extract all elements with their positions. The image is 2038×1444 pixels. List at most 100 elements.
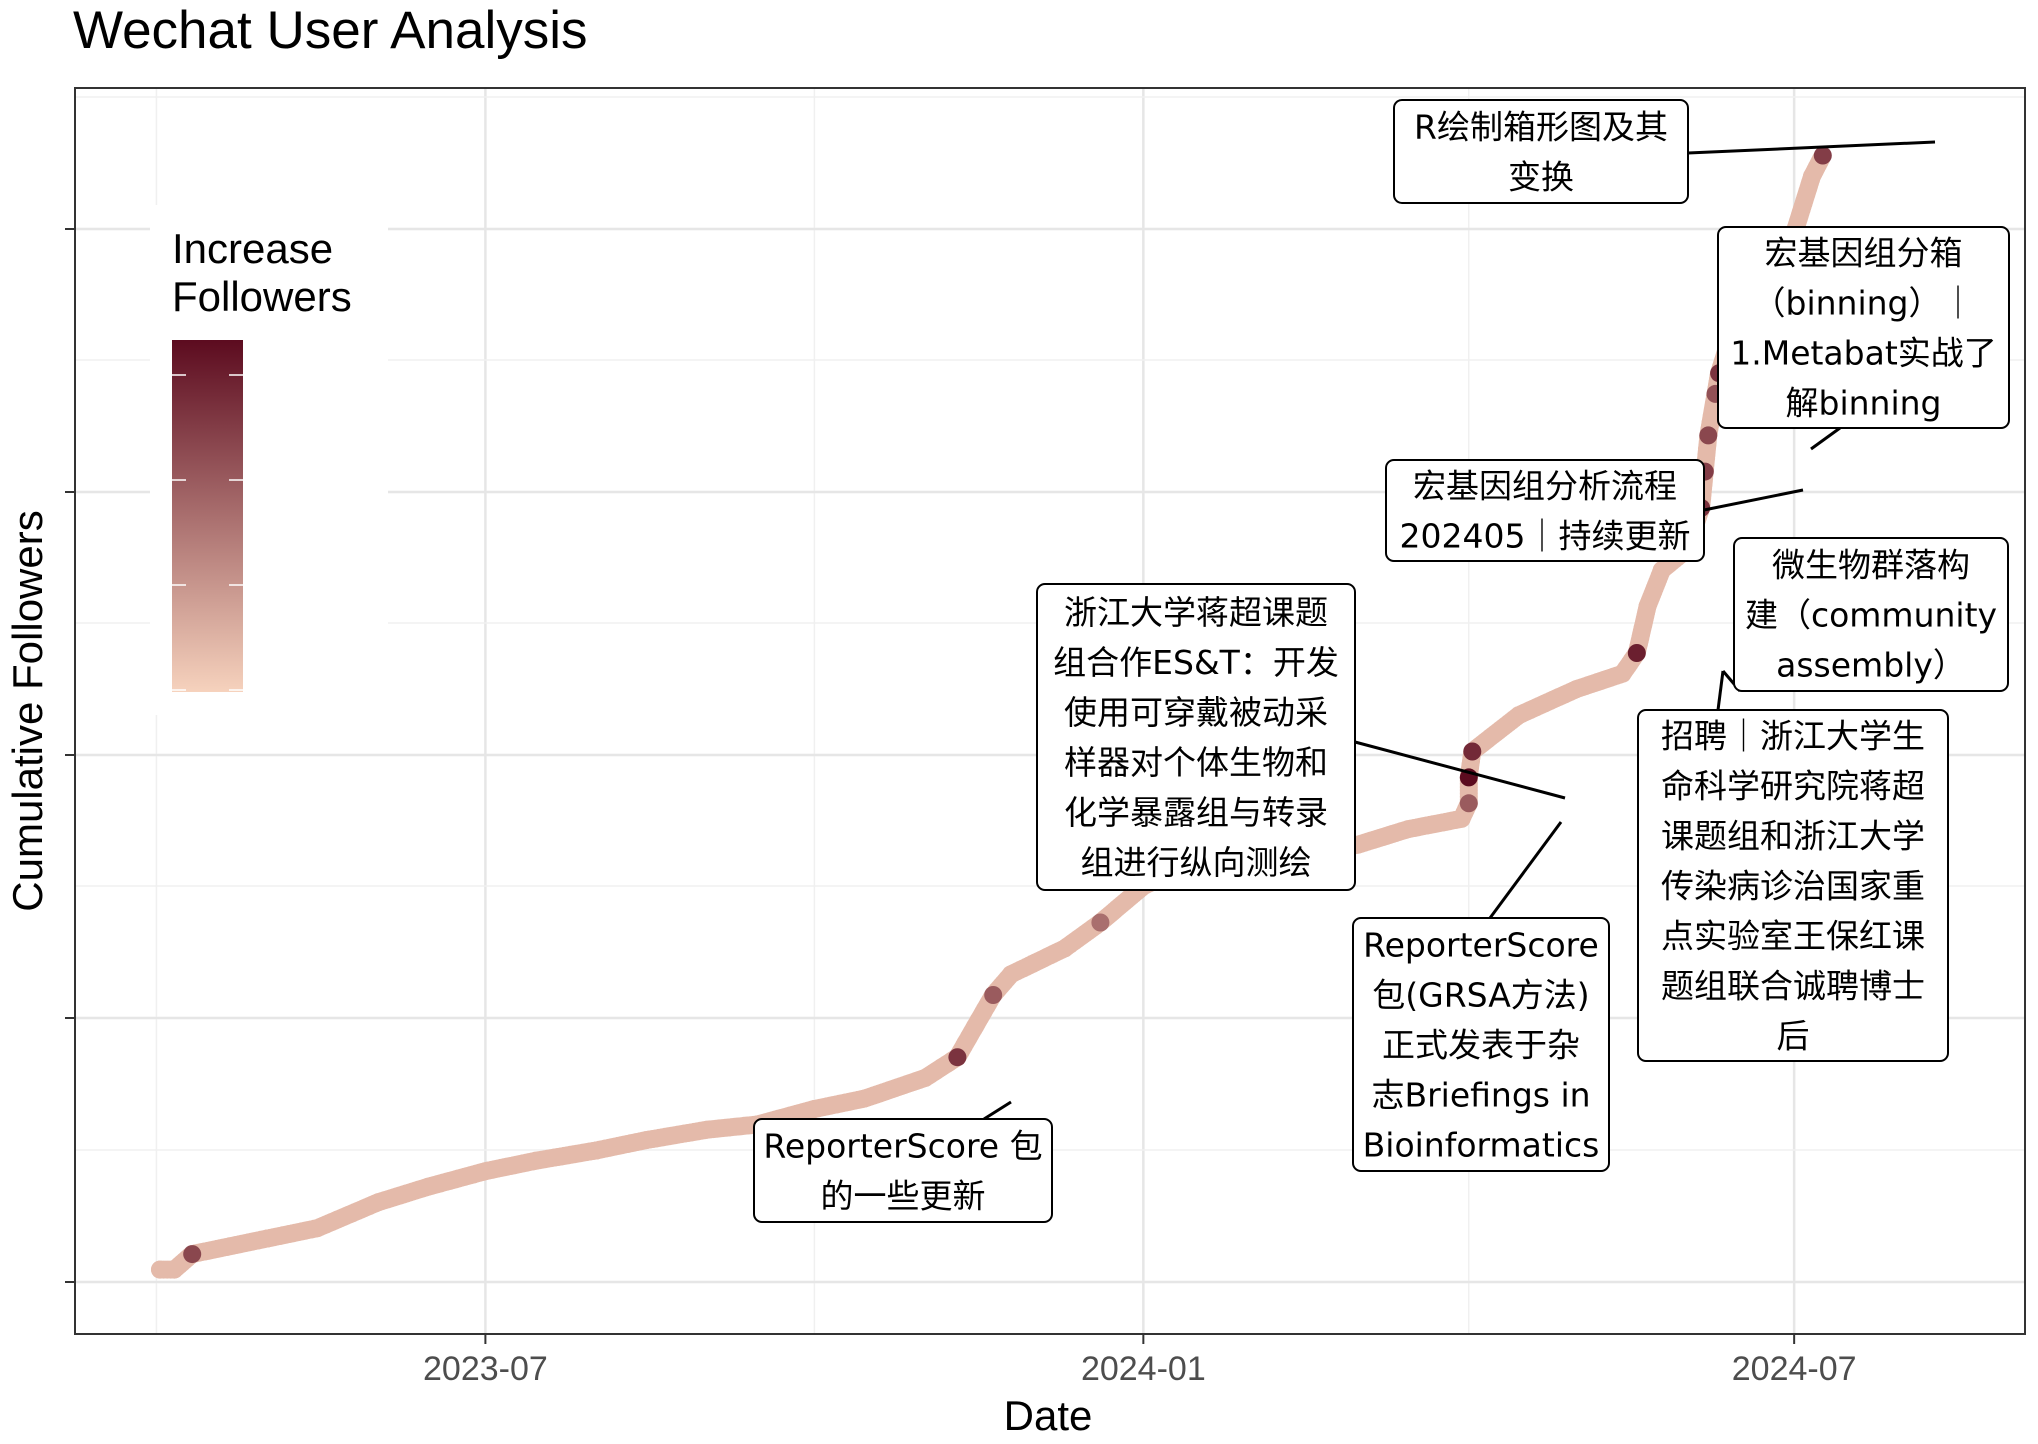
annotation-label: 浙江大学蒋超课题组合作ES&T：开发使用可穿戴被动采样器对个体生物和化学暴露组与…: [1036, 583, 1566, 891]
annotation-text: 浙江大学蒋超课题: [1064, 593, 1328, 632]
axes: 2023-07 2024-01 2024-07: [65, 228, 1857, 1388]
data-point: [587, 1141, 606, 1160]
data-point: [948, 1048, 967, 1067]
annotation-text: 题组联合诚聘博士: [1661, 967, 1925, 1006]
data-point: [1452, 809, 1471, 828]
annotation-text: 宏基因组分箱: [1765, 234, 1963, 273]
legend-colorbar: [172, 340, 243, 692]
annotation-box: [1385, 459, 1705, 562]
annotation-label: 招聘｜浙江大学生命科学研究院蒋超课题组和浙江大学传染病诊治国家重点实验室王保红课…: [1637, 670, 1949, 1062]
annotation-connector: [1716, 670, 1725, 711]
annotation-text: ReporterScore: [1363, 926, 1599, 965]
data-point: [966, 1017, 985, 1036]
data-point: [1803, 167, 1821, 186]
data-point: [165, 1260, 184, 1279]
data-point: [308, 1219, 327, 1238]
x-axis-title: Date: [1004, 1392, 1093, 1439]
annotation-text: 志Briefings in: [1371, 1076, 1590, 1115]
annotation-text: 宏基因组分析流程: [1413, 467, 1677, 506]
annotation-text: 组进行纵向测绘: [1081, 843, 1312, 882]
x-tick-label: 2024-01: [1081, 1350, 1206, 1388]
data-point: [1652, 561, 1671, 580]
annotation-text: assembly）: [1776, 646, 1966, 685]
legend-title: Followers: [172, 273, 352, 320]
data-point: [526, 1151, 545, 1170]
data-point: [1567, 680, 1585, 699]
data-point: [1399, 820, 1417, 839]
data-point: [1613, 664, 1632, 683]
data-point: [258, 1229, 277, 1248]
data-point: [805, 1100, 824, 1118]
annotation-text: 的一些更新: [821, 1177, 986, 1216]
data-point: [476, 1162, 495, 1181]
annotation-connector: [1488, 821, 1563, 919]
annotation-text: 正式发表于杂: [1382, 1026, 1580, 1065]
data-point: [855, 1089, 874, 1108]
chart-title: Wechat User Analysis: [73, 1, 588, 60]
annotation-text: 课题组和浙江大学: [1661, 817, 1925, 856]
data-point: [1627, 644, 1646, 662]
annotation-box: [1393, 99, 1689, 204]
annotation-text: 微生物群落构: [1772, 546, 1970, 585]
annotation-box: [1352, 917, 1610, 1172]
annotation-box: [1637, 709, 1949, 1062]
data-point: [1463, 742, 1482, 761]
x-tick-label: 2024-07: [1732, 1350, 1857, 1388]
annotation-text: ReporterScore 包: [763, 1127, 1042, 1166]
annotation-text: 化学暴露组与转录: [1064, 793, 1328, 832]
annotation-text: （binning）｜: [1753, 284, 1975, 323]
x-tick-label: 2023-07: [423, 1350, 548, 1388]
annotation-text: 点实验室王保红课: [1661, 917, 1925, 956]
annotation-text: 组合作ES&T：开发: [1053, 643, 1339, 682]
data-point: [1055, 939, 1074, 958]
annotation-text: 建（community: [1745, 596, 1997, 635]
annotation-connector: [983, 1100, 1012, 1121]
data-point: [1699, 426, 1718, 445]
annotation-connector: [1354, 740, 1566, 800]
annotation-text: 1.Metabat实战了: [1730, 334, 1997, 373]
annotation-text: 样器对个体生物和: [1064, 743, 1328, 782]
data-point: [183, 1245, 202, 1264]
annotation-text: R绘制箱形图及其: [1414, 108, 1668, 147]
annotation-text: 变换: [1508, 158, 1574, 197]
data-point: [916, 1068, 935, 1087]
data-point: [1459, 794, 1478, 813]
annotation-text: 后: [1777, 1017, 1810, 1056]
data-point: [1023, 954, 1042, 973]
y-axis-title: Cumulative Followers: [4, 510, 51, 911]
data-point: [151, 1260, 169, 1279]
legend-title: Increase: [172, 225, 333, 272]
annotation-box: [1717, 226, 2010, 429]
annotation-box: [1036, 583, 1356, 891]
data-point: [369, 1193, 388, 1212]
data-point: [1091, 913, 1110, 932]
annotation-box: [753, 1118, 1053, 1223]
annotation-label: 宏基因组分析流程 202405｜持续更新: [1385, 459, 1804, 562]
data-point: [1509, 706, 1528, 725]
annotation-connector: [1687, 140, 1936, 155]
annotation-connector: [1703, 488, 1804, 512]
annotation-text: 命科学研究院蒋超: [1661, 767, 1925, 806]
annotation-text: 传染病诊治国家重: [1661, 867, 1925, 906]
annotation-text: 使用可穿戴被动采: [1064, 693, 1328, 732]
data-point: [637, 1131, 656, 1150]
annotation-text: 解binning: [1786, 384, 1942, 423]
plot-border: [74, 87, 2026, 1335]
annotation-text: Bioinformatics: [1363, 1126, 1600, 1165]
data-point: [984, 986, 1003, 1004]
annotation-box: [1733, 537, 2009, 692]
annotation-text: 包(GRSA方法): [1372, 976, 1589, 1015]
annotation-connector: [1810, 426, 1841, 451]
data-point: [419, 1177, 438, 1196]
annotation-text: 202405｜持续更新: [1400, 517, 1691, 556]
data-point: [1002, 965, 1020, 984]
data-point: [1638, 597, 1657, 616]
